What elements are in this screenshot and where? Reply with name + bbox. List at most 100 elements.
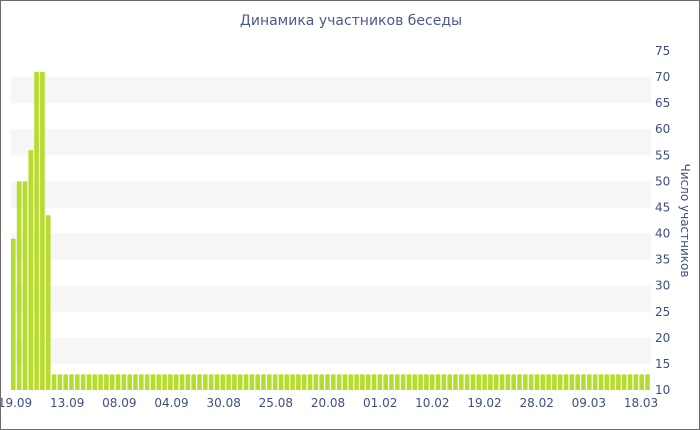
bar — [220, 374, 226, 390]
x-tick-label: 19.02 — [467, 396, 501, 410]
bar — [645, 374, 650, 390]
grid-band — [11, 285, 651, 312]
bar — [354, 374, 359, 390]
y-tick-label: 75 — [655, 44, 670, 58]
bar — [587, 374, 592, 390]
bar — [296, 374, 301, 390]
bar — [534, 374, 540, 390]
chart-title: Динамика участников беседы — [239, 13, 463, 29]
bar — [523, 374, 528, 390]
x-tick-label: 01.02 — [363, 396, 397, 410]
bar — [412, 374, 418, 390]
bar — [290, 374, 295, 390]
y-tick-label: 70 — [655, 70, 670, 84]
bar — [272, 374, 278, 390]
y-tick-label: 15 — [655, 357, 670, 371]
bar — [528, 374, 534, 390]
x-tick-label: 10.02 — [415, 396, 449, 410]
y-axis-ticks: 10 15 20 25 30 35 40 45 50 55 60 65 70 75 — [655, 44, 670, 397]
bar — [16, 181, 22, 390]
grid-bands — [11, 77, 651, 364]
bar — [557, 374, 563, 390]
bar — [173, 374, 179, 390]
bar — [447, 374, 452, 390]
x-tick-label: 30.08 — [207, 396, 241, 410]
bar — [383, 374, 388, 390]
y-tick-label: 35 — [655, 253, 670, 267]
bar — [104, 374, 109, 390]
y-tick-label: 30 — [655, 279, 670, 293]
bar — [301, 374, 307, 390]
bar — [45, 215, 51, 390]
bar — [581, 374, 586, 390]
bar — [109, 374, 115, 390]
bar — [139, 374, 144, 390]
bar — [162, 374, 167, 390]
y-tick-label: 40 — [655, 227, 670, 241]
bar — [505, 374, 511, 390]
bar — [511, 374, 516, 390]
bar — [144, 374, 150, 390]
bar — [360, 374, 365, 390]
bar — [11, 238, 16, 390]
bar — [121, 374, 127, 390]
bar — [63, 374, 68, 390]
x-tick-label: 20.08 — [311, 396, 345, 410]
y-tick-label: 45 — [655, 200, 670, 214]
bar — [86, 374, 92, 390]
bar — [115, 374, 121, 390]
bar — [40, 71, 45, 391]
bar — [331, 374, 336, 390]
bar — [575, 374, 580, 390]
bar — [208, 374, 214, 390]
bar — [429, 374, 435, 390]
grid-band — [11, 181, 651, 208]
bar — [540, 374, 546, 390]
bar — [22, 181, 28, 390]
bar — [482, 374, 487, 390]
bar — [592, 374, 598, 390]
bar — [621, 374, 627, 390]
bar — [69, 374, 74, 390]
bar — [249, 374, 255, 390]
grid-band — [11, 129, 651, 156]
x-tick-label: 18.03 — [624, 396, 658, 410]
bar — [51, 374, 57, 390]
grid-band — [11, 77, 651, 104]
bar — [598, 374, 604, 390]
bar — [616, 374, 621, 390]
y-tick-label: 25 — [655, 305, 670, 319]
bar — [156, 374, 162, 390]
bar — [307, 374, 313, 390]
bar — [237, 374, 243, 390]
bar — [569, 374, 575, 390]
bar — [133, 374, 138, 390]
bar — [389, 374, 394, 390]
y-tick-label: 65 — [655, 96, 670, 110]
bar — [325, 374, 330, 390]
bar — [441, 374, 447, 390]
bar — [197, 374, 202, 390]
bar — [395, 374, 400, 390]
y-tick-label: 60 — [655, 122, 670, 136]
bar — [150, 374, 156, 390]
bar — [98, 374, 103, 390]
y-axis-title: Число участников — [678, 164, 692, 278]
bar — [418, 374, 423, 390]
x-tick-label: 04.09 — [154, 396, 188, 410]
bar — [493, 374, 499, 390]
y-tick-label: 10 — [655, 383, 670, 397]
bar — [28, 150, 34, 390]
bar — [278, 374, 284, 390]
x-tick-label: 19.09 — [1, 396, 32, 410]
x-tick-label: 08.09 — [102, 396, 136, 410]
bar — [80, 374, 86, 390]
bar — [168, 374, 173, 390]
bar — [627, 374, 633, 390]
bar — [232, 374, 237, 390]
bar — [406, 374, 412, 390]
bar — [552, 374, 557, 390]
y-tick-label: 50 — [655, 174, 670, 188]
bar — [400, 374, 406, 390]
bar — [377, 374, 383, 390]
